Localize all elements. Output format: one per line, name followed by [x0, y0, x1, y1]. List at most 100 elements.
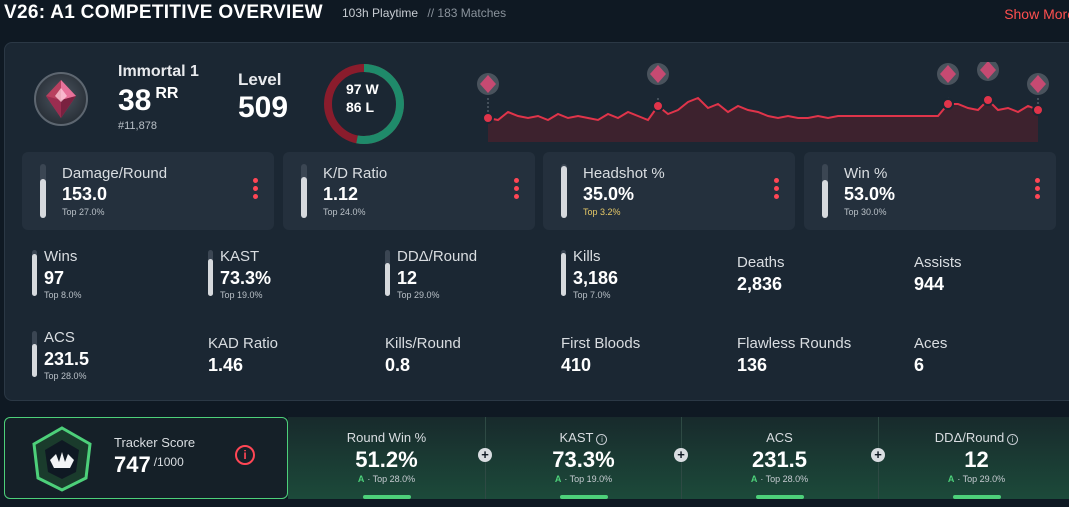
stat-value: 136 [737, 355, 768, 375]
info-icon[interactable]: i [596, 434, 608, 445]
tracker-stat-percentile: A · Top 28.0% [288, 474, 485, 484]
page-title: V26: A1 COMPETITIVE OVERVIEW [4, 2, 323, 23]
stat-percentile: Top 19.0% [220, 290, 263, 300]
season-meta: 103h Playtime // 183 Matches [342, 6, 512, 20]
stat-value: 1.46 [208, 355, 244, 375]
stat-card-value: 1.12 [323, 184, 359, 204]
tracker-stat-label-row: KAST i [485, 430, 682, 445]
stat-value: 12 [397, 268, 418, 288]
matches-text: // 183 Matches [427, 6, 507, 20]
percentile-bar [32, 331, 37, 377]
stat-item: KAD Ratio 1.46 [208, 335, 378, 389]
tracker-stat-value: 231.5 [751, 447, 808, 472]
rank-change-icon [977, 62, 999, 81]
stat-label: KAD Ratio [208, 335, 279, 352]
stat-value: 231.5 [44, 349, 90, 369]
tracker-stat-cell: ACS 231.5 A · Top 28.0% [681, 417, 878, 499]
percentile-bar [561, 164, 567, 218]
tracker-stat-cell: Round Win % 51.2% A · Top 28.0% [288, 417, 485, 499]
stat-label: First Bloods [561, 335, 641, 352]
tracker-stat-top: · Top 28.0% [760, 474, 809, 484]
more-options-icon[interactable] [514, 178, 519, 202]
plus-icon: + [674, 448, 688, 462]
rating-trend-chart[interactable] [470, 62, 1060, 142]
percentile-fill [208, 259, 213, 296]
stat-item: Flawless Rounds 136 [737, 335, 907, 389]
percentile-bar [40, 164, 46, 218]
stat-label: ACS [44, 329, 75, 346]
tracker-stat-label: ACS [766, 430, 793, 445]
stat-label: Flawless Rounds [737, 335, 852, 352]
rank-rating: 38 RR [118, 84, 178, 118]
stat-card[interactable]: Damage/Round 153.0 Top 27.0% [22, 152, 274, 230]
stat-card[interactable]: K/D Ratio 1.12 Top 24.0% [283, 152, 535, 230]
stat-card-percentile: Top 24.0% [323, 207, 366, 217]
wins-count: 97 W [346, 81, 379, 97]
level-label: Level [238, 70, 282, 89]
tracker-stat-label-row: ACS [681, 430, 878, 445]
tracker-stat-bar [952, 495, 1001, 499]
tracker-stat-label-row: Round Win % [288, 430, 485, 445]
show-more-link[interactable]: Show More [1004, 6, 1069, 22]
tracker-score-value: 747/1000 [114, 452, 184, 478]
stat-label: Aces [914, 335, 948, 352]
percentile-bar [32, 250, 37, 296]
stat-card-label: Headshot % [583, 165, 665, 182]
stat-value: 0.8 [385, 355, 411, 375]
stat-value: 944 [914, 274, 945, 294]
stat-card-label: Damage/Round [62, 165, 168, 182]
stat-item: Kills 3,186 Top 7.0% [561, 248, 731, 302]
rank-change-icon [937, 63, 959, 85]
tracker-stat-label: DDΔ/Round [934, 430, 1005, 445]
level-value: 509 [238, 91, 289, 124]
percentile-fill [32, 254, 37, 296]
stat-card-label: Win % [844, 165, 888, 182]
percentile-fill [40, 179, 46, 218]
rank-change-icon [1027, 73, 1049, 95]
win-arc [324, 64, 404, 144]
tracker-stat-value: 12 [964, 447, 989, 472]
grade-badge: A [750, 474, 758, 484]
percentile-fill [561, 166, 567, 218]
rr-value: 38 [118, 84, 152, 117]
page-header: V26: A1 COMPETITIVE OVERVIEW 103h Playti… [0, 0, 1069, 30]
tracker-stat-label: KAST [559, 430, 594, 445]
trend-point [982, 94, 994, 106]
more-options-icon[interactable] [1035, 178, 1040, 202]
trend-point [482, 112, 494, 124]
stat-percentile: Top 7.0% [573, 290, 611, 300]
info-icon[interactable]: i [235, 445, 255, 465]
stat-percentile: Top 28.0% [44, 371, 87, 381]
percentile-fill [561, 253, 566, 296]
stat-value: 2,836 [737, 274, 783, 294]
stat-card-percentile: Top 3.2% [583, 207, 621, 217]
stat-item: Assists 944 [914, 254, 1069, 308]
more-options-icon[interactable] [253, 178, 258, 202]
stat-card[interactable]: Headshot % 35.0% Top 3.2% [543, 152, 795, 230]
stat-item: Aces 6 [914, 335, 1069, 389]
tracker-score-max: /1000 [153, 455, 184, 469]
stat-item: Kills/Round 0.8 [385, 335, 555, 389]
grade-badge: A [554, 474, 562, 484]
stat-card-value: 153.0 [62, 184, 108, 204]
more-options-icon[interactable] [774, 178, 779, 202]
tracker-stat-label: Round Win % [346, 430, 427, 445]
stat-card[interactable]: Win % 53.0% Top 30.0% [804, 152, 1056, 230]
stat-value: 3,186 [573, 268, 619, 288]
info-icon[interactable]: i [1007, 434, 1019, 445]
rank-change-icon [477, 73, 499, 95]
stat-card-label: K/D Ratio [323, 165, 388, 182]
stat-item: First Bloods 410 [561, 335, 731, 389]
stat-card-value: 35.0% [583, 184, 635, 204]
leaderboard-position: #11,878 [118, 120, 157, 132]
percentile-bar [385, 250, 390, 296]
stat-item: KAST 73.3% Top 19.0% [208, 248, 378, 302]
grade-badge: A [357, 474, 365, 484]
playtime-text: 103h Playtime [342, 6, 419, 20]
stat-value: 410 [561, 355, 592, 375]
trend-point [652, 100, 664, 112]
tracker-stat-top: · Top 19.0% [564, 474, 613, 484]
tracker-score-label: Tracker Score [114, 435, 196, 450]
stat-label: Kills [573, 248, 601, 265]
tracker-score-number: 747 [114, 452, 151, 477]
